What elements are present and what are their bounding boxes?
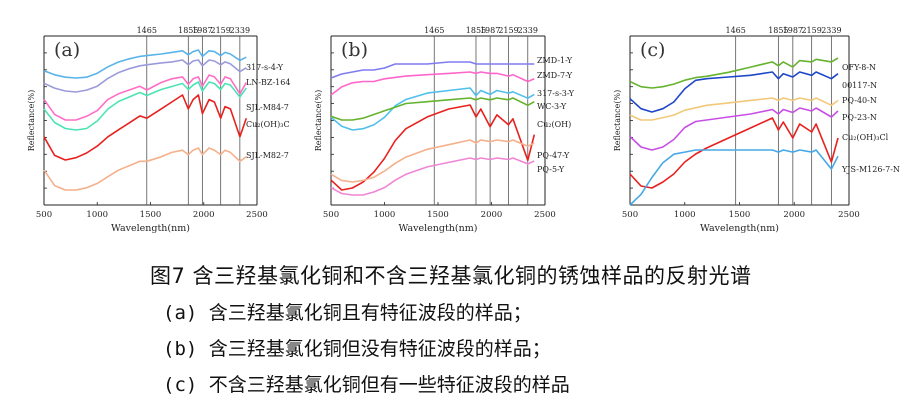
- legend-label: PQ-47-Y: [537, 151, 570, 160]
- reference-vline-label: 1987: [783, 26, 803, 35]
- reference-vline-label: 1855: [768, 26, 788, 35]
- legend-label: PQ-23-N: [842, 113, 877, 122]
- legend-label: PQ-40-N: [842, 96, 877, 105]
- legend-label: PQ-5-Y: [537, 165, 565, 174]
- x-axis-label: Wavelength(nm): [111, 223, 190, 234]
- reference-vline-label: 1465: [424, 26, 444, 35]
- series-line: [43, 59, 247, 93]
- series-line: [330, 97, 535, 121]
- legend-label: 317-s-4-Y: [246, 63, 284, 72]
- panel-label: (c): [640, 39, 665, 61]
- caption-line-b: (b) 含三羟基氯化铜但没有特征波段的样品；: [163, 338, 551, 360]
- x-tick-label: 2500: [534, 210, 556, 220]
- series-line: [330, 61, 535, 79]
- series-line: [330, 87, 535, 131]
- y-axis-label: Reflectance(%): [613, 90, 622, 152]
- caption-line-a: (a) 含三羟基氯化铜且有特征波段的样品；: [163, 302, 532, 324]
- x-axis-label: Wavelength(nm): [399, 223, 478, 234]
- series-line: [629, 97, 839, 121]
- x-tick-label: 2000: [783, 210, 805, 220]
- legend-label: ZMD-1-Y: [537, 56, 573, 65]
- reference-vline-label: 1855: [466, 26, 486, 35]
- x-tick-label: 500: [323, 210, 339, 220]
- x-tick-label: 2500: [838, 210, 860, 220]
- x-tick-label: 2000: [193, 210, 215, 220]
- legend-label: SJL-M82-7: [246, 151, 289, 160]
- series-line: [330, 157, 535, 196]
- panel-label: (a): [54, 39, 80, 61]
- reference-vline-label: 2339: [518, 26, 538, 35]
- reference-vline-label: 2159: [498, 26, 518, 35]
- legend-label: Cu₂(OH)₃Cl: [842, 133, 889, 142]
- y-axis-label: Reflectance(%): [27, 90, 36, 152]
- reference-vline-label: 2339: [821, 26, 841, 35]
- legend-label: Cu₂(OH)₃C: [246, 120, 290, 129]
- legend-label: 00117-N: [842, 81, 877, 90]
- spectra-figure: 500 1000 1500 2000 2500 Wavelength(nm) Reflect…: [27, 26, 900, 234]
- series-line: [629, 107, 839, 151]
- x-tick-label: 500: [622, 210, 638, 220]
- series-line: [330, 71, 535, 96]
- x-tick-label: 2500: [246, 210, 268, 220]
- caption-title: 图7 含三羟基氯化铜和不含三羟基氯化铜的锈蚀样品的反射光谱: [150, 264, 752, 288]
- reference-vline-label: 1987: [480, 26, 500, 35]
- legend-label: OFY-8-N: [842, 63, 876, 72]
- series-line: [43, 49, 247, 79]
- y-axis-label: Reflectance(%): [314, 90, 323, 152]
- series-line: [43, 74, 247, 121]
- series-line: [330, 104, 536, 191]
- legend-label: YJS-M126-7-N: [841, 165, 900, 174]
- series-line: [629, 149, 839, 206]
- legend-label: SJL-M84-7: [246, 103, 289, 112]
- series-line: [629, 71, 839, 113]
- x-tick-label: 1000: [674, 210, 696, 220]
- reference-vline-label: 1987: [192, 26, 212, 35]
- x-tick-label: 2000: [481, 210, 503, 220]
- legend-label: ZMD-7-Y: [537, 71, 573, 80]
- reference-vline-label: 1855: [178, 26, 198, 35]
- reference-vline-label: 1465: [137, 26, 157, 35]
- x-tick-label: 1500: [427, 210, 449, 220]
- x-axis-label: Wavelength(nm): [700, 223, 779, 234]
- panel-label: (b): [341, 39, 368, 61]
- reference-vline-label: 2159: [801, 26, 821, 35]
- x-tick-label: 1000: [374, 210, 396, 220]
- x-tick-label: 1000: [86, 210, 108, 220]
- legend-label: LN-BZ-164: [246, 78, 290, 87]
- legend-label: 317-s-3-Y: [537, 89, 575, 98]
- series-line: [43, 81, 247, 131]
- reference-vline-label: 2339: [230, 26, 250, 35]
- series-line: [43, 94, 248, 161]
- x-tick-label: 500: [36, 210, 52, 220]
- series-line: [43, 147, 247, 191]
- legend-label: Cu₂(OH): [537, 120, 571, 129]
- caption-line-c: (c) 不含三羟基氯化铜但有一些特征波段的样品: [163, 374, 570, 396]
- reference-vline-label: 1465: [725, 26, 745, 35]
- series-line: [629, 117, 839, 189]
- legend-label: WC-3-Y: [537, 102, 567, 111]
- series-line: [629, 57, 839, 89]
- x-tick-label: 1500: [729, 210, 751, 220]
- x-tick-label: 1500: [140, 210, 162, 220]
- series-line: [330, 139, 535, 183]
- spectra-svg: 500 1000 1500 2000 2500 Wavelength(nm) Reflect…: [27, 26, 900, 234]
- reference-vline-label: 2159: [211, 26, 231, 35]
